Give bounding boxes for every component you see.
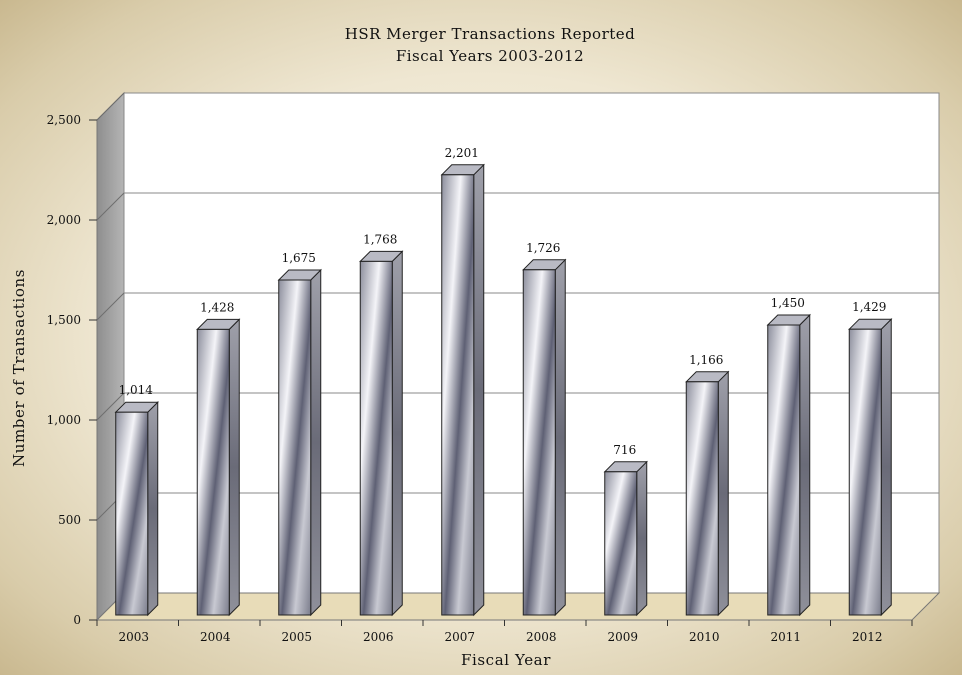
y-axis-ticks: 0 500 1,000 1,500 2,000 2,500: [47, 113, 97, 627]
bar: [196, 318, 241, 617]
gridline-side: [96, 392, 125, 421]
y-tick-label: 2,000: [47, 213, 81, 227]
y-tick-label: 1,000: [47, 413, 81, 427]
bar-side: [717, 370, 729, 617]
gridline-side: [96, 92, 125, 121]
x-axis-ticks: 2003 2004 2005 2006 2007 2008 2009 2010 2011 2012: [96, 620, 913, 644]
data-label: 716: [613, 443, 636, 457]
bar-front: [848, 328, 882, 616]
bar-side: [880, 317, 892, 617]
bar-front: [767, 324, 801, 616]
bar: [359, 250, 404, 617]
data-label: 1,429: [852, 300, 886, 314]
x-tick-label: 2009: [607, 630, 638, 644]
bar-side: [147, 400, 159, 617]
y-tick-label: 500: [58, 513, 81, 527]
bar: [277, 268, 322, 617]
bar-side: [473, 163, 485, 617]
gridline-side: [96, 192, 125, 221]
bar-front: [441, 174, 475, 616]
chart-subtitle: Fiscal Years 2003-2012: [396, 47, 584, 65]
bar-front: [196, 328, 230, 616]
x-tick-label: 2012: [852, 630, 883, 644]
bar-side: [636, 460, 648, 617]
data-label: 1,726: [526, 241, 560, 255]
bar: [766, 313, 811, 617]
x-tick-label: 2011: [770, 630, 801, 644]
y-axis-label: Number of Transactions: [10, 269, 28, 467]
bar-side: [799, 313, 811, 617]
data-label: 1,014: [119, 383, 154, 397]
y-tick-label: 0: [73, 613, 81, 627]
bar: [848, 317, 893, 617]
data-label: 1,675: [282, 251, 316, 265]
x-tick-label: 2008: [526, 630, 557, 644]
y-tick-label: 2,500: [47, 113, 81, 127]
bar-side: [228, 318, 240, 617]
bar-front: [359, 260, 393, 616]
bar-front: [278, 279, 312, 616]
bar: [685, 370, 730, 617]
bars: 1,014 1,428 1,675 1,768 2,201 1,726 716 1,166 1,…: [114, 146, 893, 617]
x-tick-label: 2005: [281, 630, 312, 644]
bar: [603, 460, 648, 617]
data-label: 1,768: [363, 232, 397, 246]
data-label: 1,428: [200, 300, 234, 314]
bar-side: [310, 268, 322, 617]
chart-title: HSR Merger Transactions Reported: [345, 25, 636, 43]
bar: [522, 258, 567, 617]
bar-front: [604, 471, 638, 616]
x-tick-label: 2007: [444, 630, 475, 644]
x-tick-label: 2006: [363, 630, 394, 644]
bar: [440, 163, 485, 617]
bar-side: [554, 258, 566, 617]
bar-front: [522, 269, 556, 616]
x-tick-label: 2003: [118, 630, 149, 644]
data-label: 1,450: [771, 296, 805, 310]
bar-front: [115, 411, 149, 616]
bar-front: [685, 381, 719, 616]
x-tick-label: 2004: [200, 630, 231, 644]
data-label: 2,201: [445, 146, 479, 160]
x-tick-label: 2010: [689, 630, 720, 644]
gridline-side: [96, 292, 125, 321]
x-axis-label: Fiscal Year: [461, 651, 551, 669]
data-label: 1,166: [689, 353, 723, 367]
bar-side: [391, 250, 403, 617]
bar: [114, 400, 159, 617]
y-tick-label: 1,500: [47, 313, 81, 327]
